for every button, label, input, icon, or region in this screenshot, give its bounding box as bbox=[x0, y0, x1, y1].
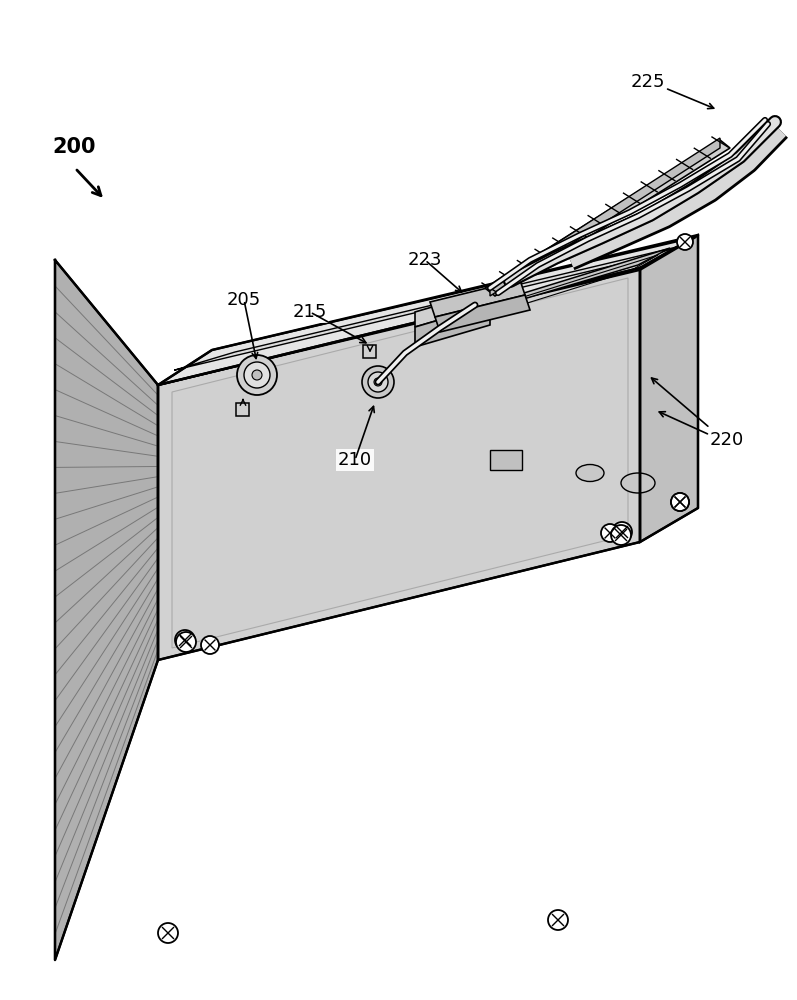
Text: 223: 223 bbox=[408, 251, 442, 269]
Polygon shape bbox=[453, 248, 670, 320]
Circle shape bbox=[548, 910, 568, 930]
Bar bbox=[363, 344, 376, 358]
Circle shape bbox=[671, 493, 689, 511]
Polygon shape bbox=[415, 305, 490, 347]
Ellipse shape bbox=[621, 473, 655, 493]
Text: 220: 220 bbox=[710, 431, 744, 449]
Text: 210: 210 bbox=[338, 451, 372, 469]
Polygon shape bbox=[175, 245, 685, 370]
Polygon shape bbox=[415, 290, 490, 327]
Circle shape bbox=[362, 366, 394, 398]
Polygon shape bbox=[158, 237, 696, 385]
Circle shape bbox=[671, 493, 689, 511]
Text: 200: 200 bbox=[52, 137, 96, 157]
Polygon shape bbox=[485, 140, 730, 296]
Circle shape bbox=[244, 362, 270, 388]
Polygon shape bbox=[435, 295, 530, 332]
Circle shape bbox=[612, 522, 632, 542]
Ellipse shape bbox=[576, 464, 604, 482]
Circle shape bbox=[252, 370, 262, 380]
Text: 225: 225 bbox=[630, 73, 665, 91]
Circle shape bbox=[237, 355, 277, 395]
Circle shape bbox=[158, 923, 178, 943]
Polygon shape bbox=[55, 260, 158, 960]
Circle shape bbox=[201, 636, 219, 654]
Circle shape bbox=[175, 630, 195, 650]
Circle shape bbox=[374, 378, 382, 386]
Polygon shape bbox=[158, 268, 640, 660]
Polygon shape bbox=[640, 235, 698, 542]
Polygon shape bbox=[490, 138, 720, 296]
Circle shape bbox=[677, 234, 693, 250]
Text: 205: 205 bbox=[227, 291, 261, 309]
Circle shape bbox=[601, 524, 619, 542]
Polygon shape bbox=[430, 280, 525, 317]
Circle shape bbox=[176, 632, 196, 652]
Circle shape bbox=[611, 525, 631, 545]
Bar bbox=[237, 402, 249, 416]
Polygon shape bbox=[172, 278, 628, 648]
Text: 215: 215 bbox=[292, 303, 328, 321]
Circle shape bbox=[368, 372, 388, 392]
Bar bbox=[490, 450, 522, 470]
